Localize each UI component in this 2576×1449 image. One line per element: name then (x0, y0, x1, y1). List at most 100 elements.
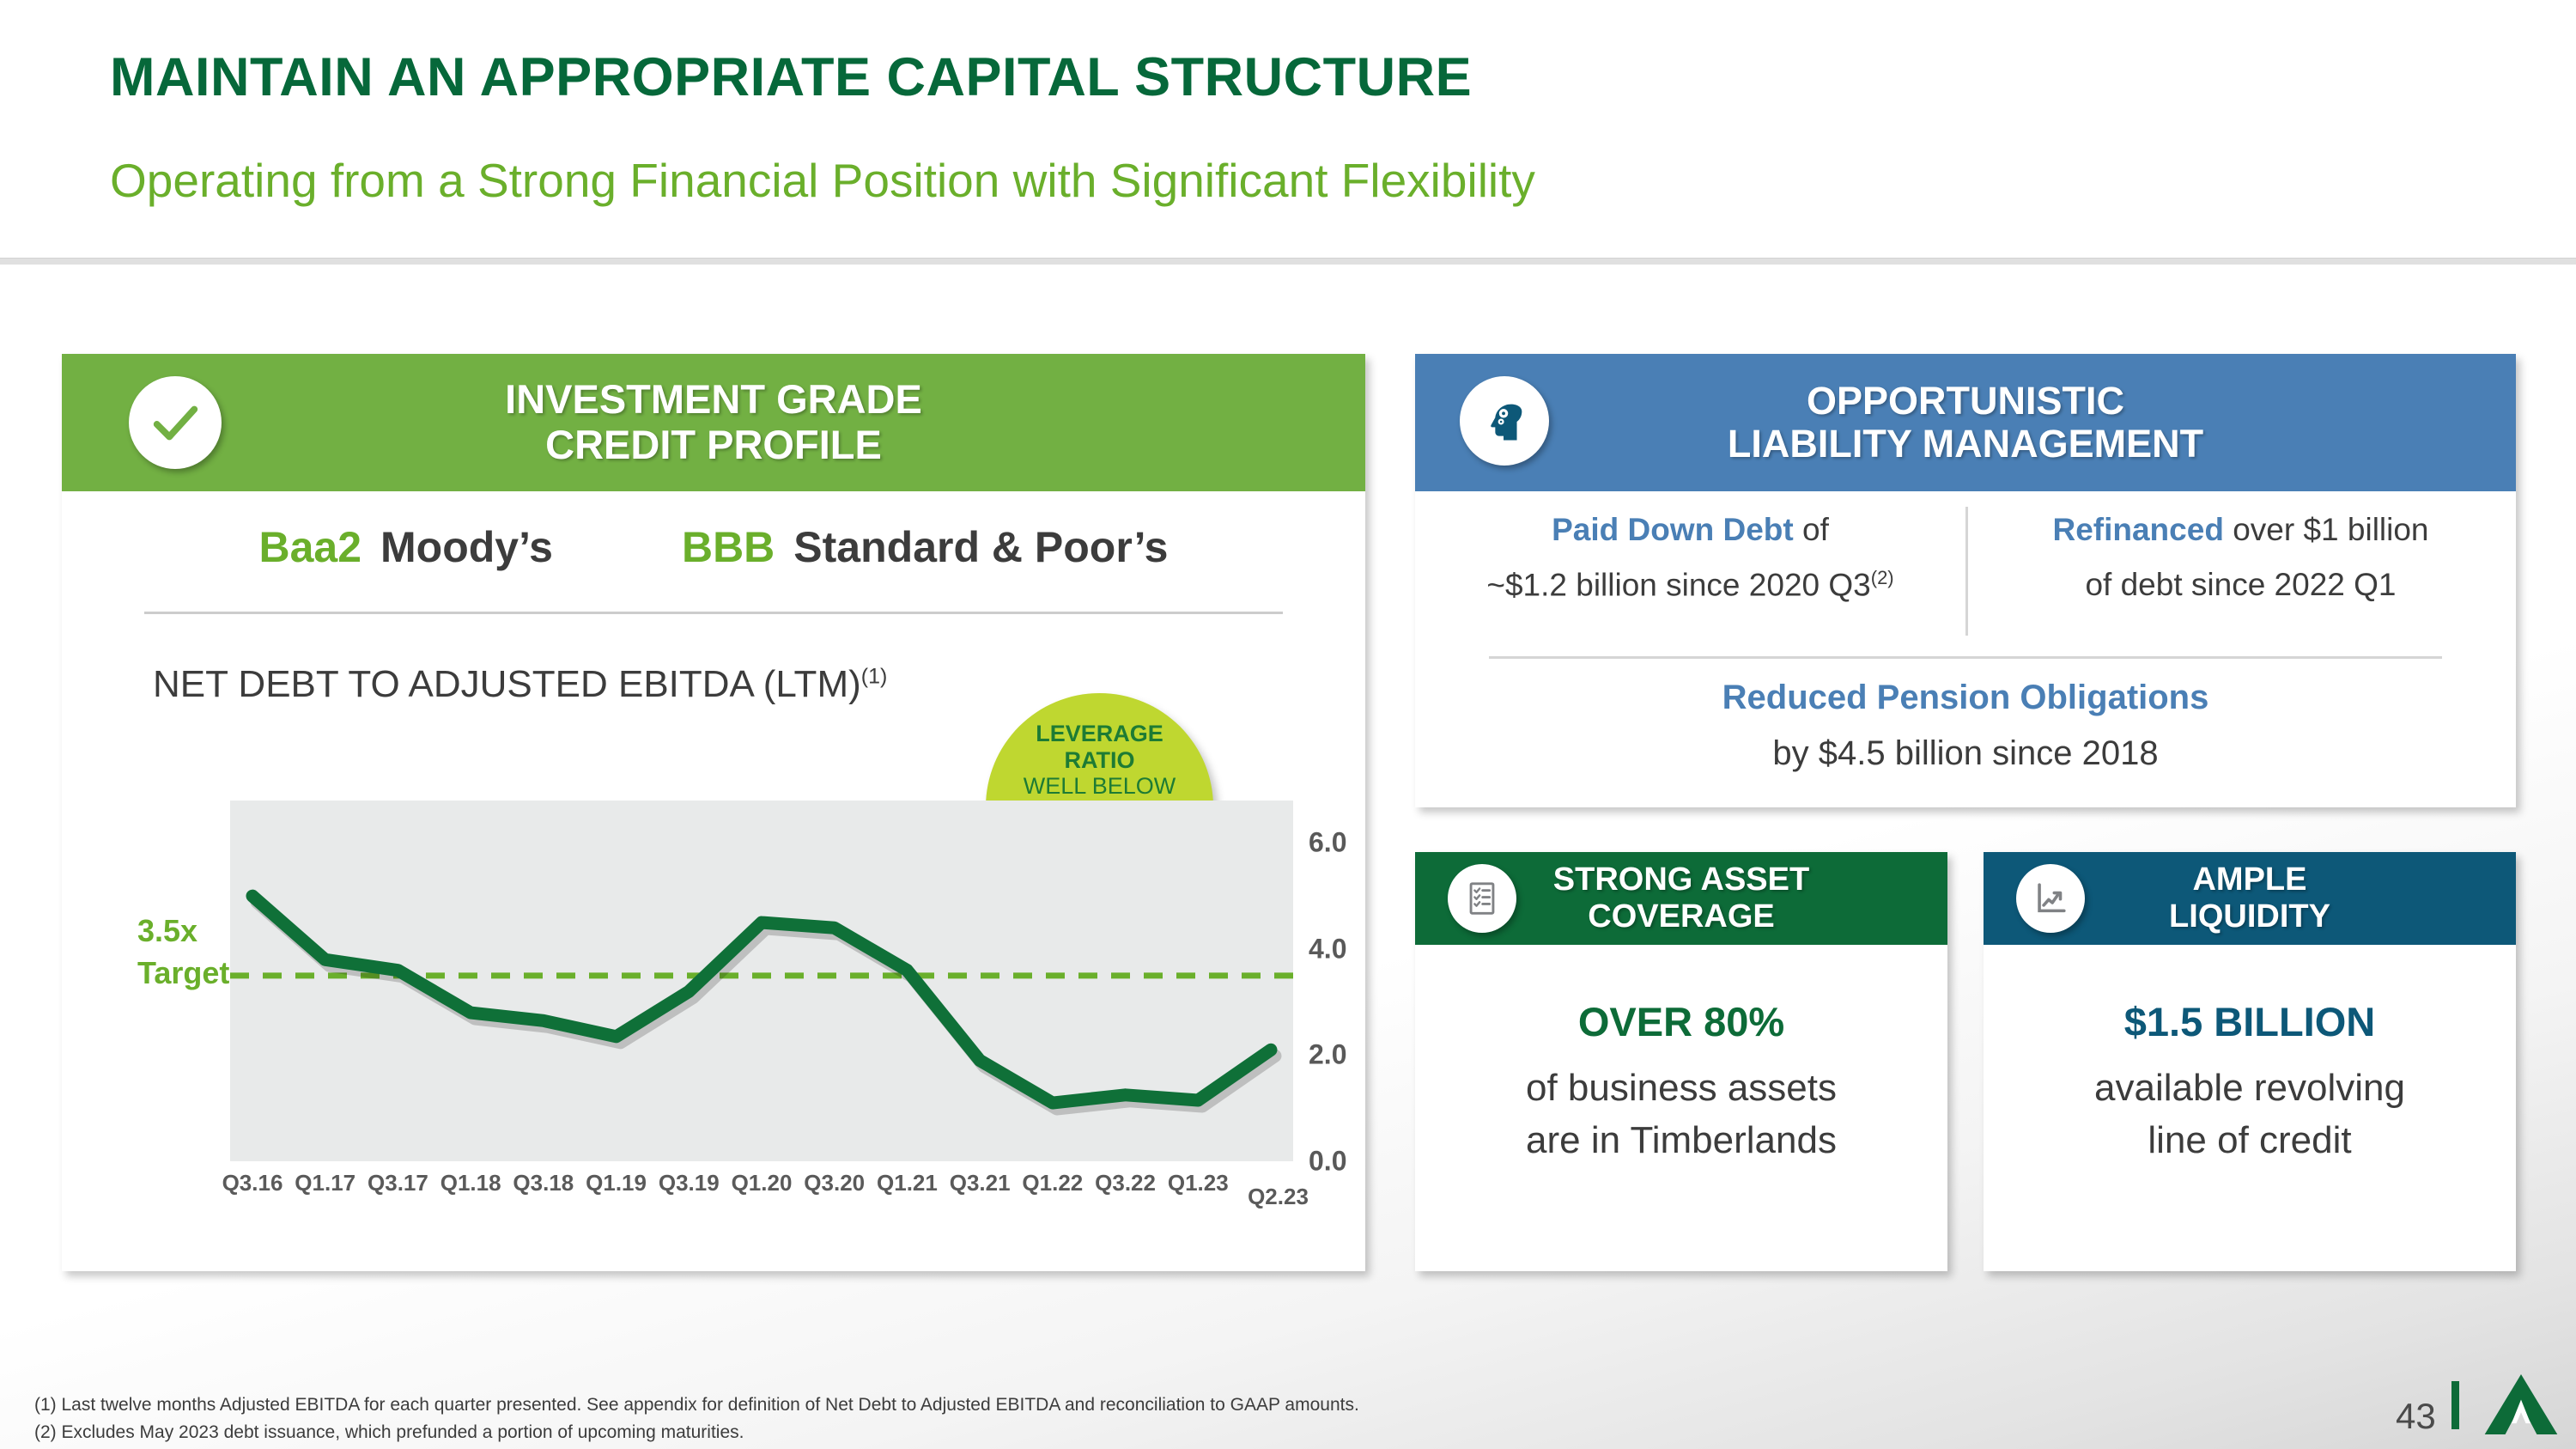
credit-ratings-row: Baa2 Moody’s BBB Standard & Poor’s (62, 522, 1365, 572)
chart-x-tick: Q1.23 (1167, 1170, 1229, 1196)
rating-sp: BBB Standard & Poor’s (682, 522, 1169, 572)
opportunistic-header: OPPORTUNISTIC LIABILITY MANAGEMENT (1415, 354, 2516, 491)
strong-asset-coverage-line2: COVERAGE (1588, 898, 1775, 935)
refinanced-lead-bold: Refinanced (2052, 512, 2224, 547)
paid-down-debt-sub-text: ~$1.2 billion since 2020 Q3 (1486, 567, 1871, 603)
rating-moodys-grade: Baa2 (258, 523, 362, 571)
strong-asset-coverage-line1: STRONG ASSET (1552, 861, 1810, 898)
strong-asset-coverage-header: STRONG ASSET COVERAGE (1415, 852, 1947, 945)
footnotes: (1) Last twelve months Adjusted EBITDA f… (34, 1391, 1359, 1446)
rating-sp-grade: BBB (681, 523, 775, 571)
pension-lead: Reduced Pension Obligations (1722, 679, 2209, 716)
refinanced-item: Refinanced over $1 billion of debt since… (1965, 512, 2516, 603)
chart-y-tick: 0.0 (1309, 1145, 1347, 1177)
chart-x-tick: Q1.18 (440, 1170, 501, 1196)
investment-grade-card: INVESTMENT GRADE CREDIT PROFILE Baa2 Mood… (62, 354, 1365, 1271)
refinanced-lead-tail: over $1 billion (2223, 512, 2429, 547)
chart-x-tick: Q1.17 (295, 1170, 356, 1196)
paid-down-debt-footnote: (2) (1870, 567, 1894, 588)
opportunistic-header-text: OPPORTUNISTIC LIABILITY MANAGEMENT (1727, 378, 2204, 466)
ample-liquidity-text2: line of credit (2148, 1119, 2352, 1161)
strong-asset-coverage-text1: of business assets (1526, 1067, 1837, 1109)
chart-line-shadow (250, 895, 1282, 1116)
ample-liquidity-header-text: AMPLE LIQUIDITY (2169, 861, 2330, 935)
chart-x-tick: Q3.21 (949, 1170, 1011, 1196)
chart-canvas (230, 889, 1293, 1116)
chart-x-tick: Q1.21 (877, 1170, 938, 1196)
bubble-line3: WELL BELOW (1023, 773, 1176, 800)
strong-asset-coverage-text2: are in Timberlands (1526, 1119, 1837, 1161)
opportunistic-header-line1: OPPORTUNISTIC (1806, 378, 2125, 423)
rating-sp-agency: Standard & Poor’s (793, 523, 1169, 571)
checklist-icon (1448, 864, 1516, 933)
strong-asset-coverage-metric: OVER 80% (1577, 999, 1785, 1044)
bubble-line2: RATIO (1064, 746, 1135, 773)
ample-liquidity-line2: LIQUIDITY (2169, 898, 2330, 935)
chart-series-line (246, 889, 1278, 1110)
page-subtitle: Operating from a Strong Financial Positi… (110, 154, 1535, 207)
target-label-line1: 3.5x (137, 913, 198, 948)
chart-x-tick: Q3.17 (368, 1170, 428, 1196)
refinanced-lead: Refinanced over $1 billion (1988, 512, 2494, 548)
rating-moodys: Baa2 Moody’s (259, 522, 553, 572)
footnote-2: (2) Excludes May 2023 debt issuance, whi… (34, 1422, 744, 1442)
strong-asset-coverage-header-text: STRONG ASSET COVERAGE (1553, 861, 1809, 935)
growth-chart-icon (2016, 864, 2085, 933)
rating-moodys-agency: Moody’s (380, 523, 553, 571)
opportunistic-header-line2: LIABILITY MANAGEMENT (1727, 422, 2204, 466)
strong-asset-coverage-body: OVER 80% of business assets are in Timbe… (1415, 945, 1947, 1271)
investment-grade-header-line1: INVESTMENT GRADE (505, 376, 922, 423)
opportunistic-liability-card: OPPORTUNISTIC LIABILITY MANAGEMENT Paid … (1415, 354, 2516, 807)
page-number-divider (2451, 1381, 2459, 1429)
chart-x-tick: Q3.18 (513, 1170, 574, 1196)
header-divider (0, 258, 2576, 265)
check-circle-icon (129, 376, 222, 469)
opportunistic-columns: Paid Down Debt of ~$1.2 billion since 20… (1415, 512, 2516, 603)
opportunistic-vertical-divider (1965, 507, 1968, 636)
ample-liquidity-card: AMPLE LIQUIDITY $1.5 BILLION available r… (1984, 852, 2516, 1271)
footnote-1: (1) Last twelve months Adjusted EBITDA f… (34, 1395, 1359, 1415)
chart-x-tick: Q3.16 (222, 1170, 283, 1196)
opportunistic-body: Paid Down Debt of ~$1.2 billion since 20… (1415, 491, 2516, 807)
chart-title-text: NET DEBT TO ADJUSTED EBITDA (LTM) (153, 663, 861, 705)
chart-x-tick: Q3.19 (658, 1170, 720, 1196)
chart-y-tick: 4.0 (1309, 933, 1347, 965)
investment-grade-header-line2: CREDIT PROFILE (545, 422, 882, 467)
chart-title-footnote: (1) (860, 664, 888, 689)
head-gears-icon (1460, 376, 1549, 466)
chart-y-axis-labels: 0.0 2.0 4.0 6.0 (1309, 801, 1412, 1177)
bubble-line1: LEVERAGE (1036, 720, 1163, 746)
chart-x-tick: Q3.20 (804, 1170, 866, 1196)
page-number: 43 (2396, 1396, 2436, 1436)
ample-liquidity-line1: AMPLE (2192, 861, 2307, 898)
target-reference-label: 3.5x Target (137, 910, 258, 994)
refinanced-sub: of debt since 2022 Q1 (2085, 567, 2397, 602)
chart-x-tick: Q1.22 (1022, 1170, 1084, 1196)
ample-liquidity-header: AMPLE LIQUIDITY (1984, 852, 2516, 945)
ample-liquidity-body: $1.5 BILLION available revolving line of… (1984, 945, 2516, 1271)
chart-y-tick: 6.0 (1309, 826, 1347, 858)
investment-grade-divider (144, 612, 1283, 614)
paid-down-debt-lead: Paid Down Debt of (1437, 512, 1943, 548)
pension-item: Reduced Pension Obligations by $4.5 bill… (1415, 679, 2516, 773)
chart-x-tick: Q3.22 (1095, 1170, 1156, 1196)
chart-y-tick: 2.0 (1309, 1038, 1347, 1070)
paid-down-debt-item: Paid Down Debt of ~$1.2 billion since 20… (1415, 512, 1965, 603)
ample-liquidity-text1: available revolving (2094, 1067, 2405, 1109)
ample-liquidity-metric: $1.5 BILLION (2123, 999, 2376, 1044)
pension-sub: by $4.5 billion since 2018 (1772, 734, 2159, 772)
target-label-line2: Target (137, 954, 230, 990)
chart-x-tick: Q1.19 (586, 1170, 647, 1196)
opportunistic-horizontal-divider (1489, 656, 2442, 659)
paid-down-debt-lead-bold: Paid Down Debt (1552, 512, 1794, 547)
chart-x-tick: Q2.23 (1248, 1184, 1309, 1209)
investment-grade-header-text: INVESTMENT GRADE CREDIT PROFILE (505, 377, 922, 467)
page-title: MAINTAIN AN APPROPRIATE CAPITAL STRUCTUR… (110, 47, 1473, 107)
triangle-a-logo (2484, 1374, 2558, 1434)
chart-title: NET DEBT TO ADJUSTED EBITDA (LTM)(1) (153, 663, 887, 706)
investment-grade-header: INVESTMENT GRADE CREDIT PROFILE (62, 354, 1365, 491)
leverage-chart: 3.5x Target 0.0 2.0 4.0 6.0 Q3.16 Q1.17 Q3.17… (62, 783, 1365, 1209)
paid-down-debt-sub: ~$1.2 billion since 2020 Q3(2) (1437, 567, 1943, 603)
chart-x-axis-labels: Q3.16 Q1.17 Q3.17 Q1.18 Q3.18 Q1.19 Q3.19 Q1.20… (222, 1170, 1309, 1221)
